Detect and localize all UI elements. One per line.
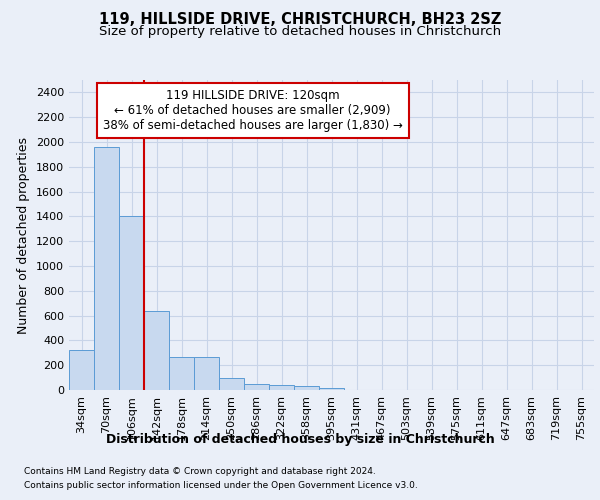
Bar: [144, 310, 169, 390]
Bar: [269, 385, 294, 390]
Bar: [69, 350, 94, 390]
Text: 119, HILLSIDE DRIVE, CHRISTCHURCH, BH23 2SZ: 119, HILLSIDE DRIVE, CHRISTCHURCH, BH23 …: [99, 12, 501, 28]
Bar: [169, 356, 194, 390]
Text: 119 HILLSIDE DRIVE: 120sqm
← 61% of detached houses are smaller (2,909)
38% of s: 119 HILLSIDE DRIVE: 120sqm ← 61% of deta…: [103, 90, 403, 132]
Bar: [119, 216, 144, 390]
Text: Size of property relative to detached houses in Christchurch: Size of property relative to detached ho…: [99, 25, 501, 38]
Text: Distribution of detached houses by size in Christchurch: Distribution of detached houses by size …: [106, 432, 494, 446]
Bar: [294, 386, 319, 390]
Bar: [194, 356, 219, 390]
Text: Contains HM Land Registry data © Crown copyright and database right 2024.: Contains HM Land Registry data © Crown c…: [24, 468, 376, 476]
Text: Contains public sector information licensed under the Open Government Licence v3: Contains public sector information licen…: [24, 481, 418, 490]
Bar: [319, 388, 344, 390]
Bar: [219, 378, 244, 390]
Y-axis label: Number of detached properties: Number of detached properties: [17, 136, 31, 334]
Bar: [244, 384, 269, 390]
Bar: [94, 147, 119, 390]
